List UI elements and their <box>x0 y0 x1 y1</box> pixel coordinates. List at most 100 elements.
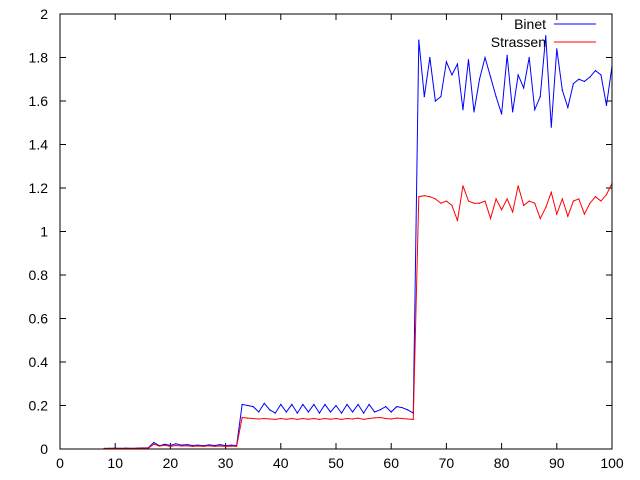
data-point-strassen <box>263 417 265 420</box>
data-point-strassen <box>451 204 453 206</box>
data-point-binet <box>351 411 354 413</box>
data-point-binet <box>247 404 249 407</box>
data-point-binet <box>313 403 315 406</box>
data-point-strassen <box>534 202 536 204</box>
data-point-strassen <box>351 418 354 420</box>
series-line-strassen <box>104 183 613 450</box>
data-point-strassen <box>379 416 381 419</box>
data-point-binet <box>191 444 194 447</box>
data-point-binet <box>169 444 171 447</box>
data-point-strassen <box>291 417 293 420</box>
data-point-strassen <box>407 418 409 420</box>
data-point-binet <box>583 80 586 83</box>
y-tick-label: 1.8 <box>29 50 49 66</box>
series-line-binet <box>104 35 613 449</box>
plot-frame <box>59 13 613 450</box>
data-point-strassen <box>236 445 238 447</box>
data-point-strassen <box>169 445 171 447</box>
data-point-strassen <box>578 198 580 200</box>
data-point-binet <box>484 56 486 59</box>
data-point-binet <box>153 441 155 444</box>
data-point-binet <box>605 104 608 106</box>
data-point-binet <box>556 48 558 50</box>
data-point-strassen <box>423 195 425 197</box>
data-point-strassen <box>445 200 447 202</box>
data-point-strassen <box>489 217 492 220</box>
data-point-binet <box>280 403 282 406</box>
data-point-binet <box>219 444 221 446</box>
data-point-strassen <box>164 444 166 446</box>
data-point-strassen <box>374 417 376 419</box>
data-point-binet <box>423 96 425 98</box>
data-point-strassen <box>478 202 481 204</box>
data-point-strassen <box>285 418 287 420</box>
data-point-binet <box>429 56 431 59</box>
data-point-strassen <box>456 220 459 222</box>
y-axis: 0 0.2 0.4 0.6 0.8 1 1.2 1.4 1.6 1.8 2 <box>29 6 612 457</box>
data-point-strassen <box>589 202 591 204</box>
data-point-strassen <box>512 211 514 213</box>
data-point-binet <box>512 111 514 113</box>
x-tick-label: 60 <box>383 455 399 471</box>
data-point-strassen <box>600 200 602 202</box>
data-point-strassen <box>572 200 574 202</box>
y-tick-label: 0.4 <box>29 354 49 370</box>
data-point-strassen <box>429 196 431 198</box>
data-point-binet <box>346 403 348 406</box>
data-point-strassen <box>335 417 337 420</box>
data-point-binet <box>528 56 530 59</box>
data-point-strassen <box>258 418 260 420</box>
data-point-binet <box>180 444 183 446</box>
data-point-binet <box>164 443 166 445</box>
data-point-strassen <box>385 417 387 420</box>
x-tick-label: 90 <box>549 455 565 471</box>
data-point-binet <box>401 407 403 409</box>
data-point-strassen <box>153 443 155 445</box>
data-point-strassen <box>186 445 188 447</box>
data-point-binet <box>285 411 287 413</box>
data-point-strassen <box>208 445 210 447</box>
y-tick-label: 0.6 <box>29 311 49 327</box>
x-tick-label: 30 <box>218 455 234 471</box>
data-point-strassen <box>583 213 586 215</box>
data-point-binet <box>291 403 293 406</box>
data-point-binet <box>357 403 359 406</box>
x-tick-label: 0 <box>56 455 64 471</box>
x-axis: 0 10 20 30 40 50 60 70 80 90 100 <box>56 14 624 471</box>
data-point-binet <box>379 409 381 411</box>
data-point-strassen <box>191 445 194 447</box>
data-point-binet <box>545 35 547 37</box>
data-point-binet <box>208 444 210 446</box>
x-tick-label: 80 <box>494 455 510 471</box>
data-point-strassen <box>467 200 470 202</box>
data-point-binet <box>258 411 260 413</box>
data-point-strassen <box>396 417 398 419</box>
data-point-strassen <box>528 200 530 202</box>
x-tick-label: 50 <box>328 455 344 471</box>
data-point-binet <box>473 111 475 113</box>
data-point-strassen <box>517 185 519 187</box>
x-tick-label: 40 <box>273 455 289 471</box>
data-point-binet <box>329 411 332 413</box>
data-point-strassen <box>324 417 326 420</box>
data-point-binet <box>175 443 177 445</box>
data-point-strassen <box>605 193 608 196</box>
data-point-binet <box>467 59 470 61</box>
data-point-strassen <box>357 417 359 419</box>
data-point-strassen <box>241 416 243 419</box>
data-point-binet <box>252 405 254 408</box>
legend-label-binet: Binet <box>514 16 546 32</box>
data-point-binet <box>302 403 304 406</box>
y-tick-label: 1.2 <box>29 180 49 196</box>
data-point-binet <box>434 100 436 102</box>
data-point-binet <box>335 404 337 407</box>
data-point-binet <box>307 411 309 413</box>
data-point-strassen <box>202 445 205 447</box>
data-point-binet <box>572 83 574 85</box>
data-point-strassen <box>594 196 597 198</box>
data-point-binet <box>269 409 271 411</box>
data-point-strassen <box>545 206 547 209</box>
data-point-binet <box>534 109 536 111</box>
data-point-binet <box>241 403 243 406</box>
